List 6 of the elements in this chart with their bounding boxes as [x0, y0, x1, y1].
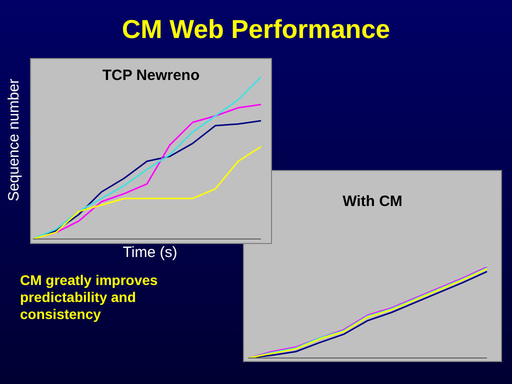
- text: CM greatly improves predictability and consistency: [20, 272, 159, 323]
- chart-subtitle: TCP Newreno: [101, 67, 201, 84]
- x-axis-title: Time (s): [122, 244, 178, 261]
- chart-title: CM Web Performance: [120, 14, 392, 45]
- chart-subtitle: With CM: [342, 193, 404, 210]
- y-axis-title: Sequence number: [6, 78, 22, 202]
